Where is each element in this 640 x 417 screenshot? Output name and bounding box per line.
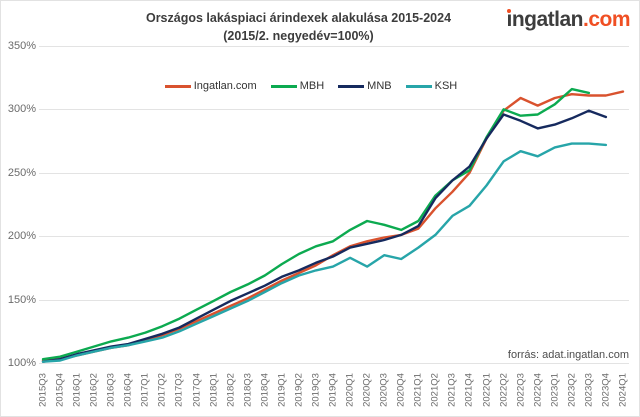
legend-item-mnb: MNB xyxy=(338,80,392,92)
ingatlan-logo: ı ngatlan.com xyxy=(506,8,630,32)
chart-subtitle: (2015/2. negyedév=100%) xyxy=(223,28,374,43)
legend-label-mbh: MBH xyxy=(299,80,325,92)
y-axis-label-350: 350% xyxy=(7,40,36,52)
series-line-mbh xyxy=(41,87,591,361)
logo-text-com: .com xyxy=(582,8,631,31)
chart-legend: Ingatlan.com MBH MNB KSH xyxy=(1,80,621,92)
chart-title-block: Országos lakáspiaci árindexek alakulása … xyxy=(56,10,541,44)
gridline-100 xyxy=(39,363,629,364)
gridline-350 xyxy=(39,46,629,47)
series-line-ingatlan-com xyxy=(41,90,625,362)
y-axis-label-150: 150% xyxy=(7,293,36,306)
legend-label-mnb: MNB xyxy=(367,80,392,92)
legend-swatch-ksh xyxy=(405,84,432,88)
legend-item-ksh: KSH xyxy=(405,80,458,92)
y-axis-label-250: 250% xyxy=(7,166,36,179)
y-axis-label-200: 200% xyxy=(7,230,36,243)
gridline-150 xyxy=(39,299,629,301)
gridline-200 xyxy=(39,236,629,238)
logo-i-dot xyxy=(507,9,512,13)
chart-title: Országos lakáspiaci árindexek alakulása … xyxy=(145,11,452,25)
series-line-mnb xyxy=(41,109,608,363)
legend-item-mbh: MBH xyxy=(270,80,325,92)
series-line-ksh xyxy=(41,142,608,363)
gridline-250 xyxy=(39,172,629,174)
y-axis-label-300: 300% xyxy=(7,103,36,116)
gridline-300 xyxy=(39,109,629,111)
y-axis-label-100: 100% xyxy=(7,357,36,369)
legend-swatch-ingatlan-com xyxy=(164,84,191,88)
source-note: forrás: adat.ingatlan.com xyxy=(507,349,629,361)
legend-label-ksh: KSH xyxy=(434,80,458,92)
logo-i-letter: ı xyxy=(506,8,512,31)
logo-text-ingatlan: ı ngatlan xyxy=(506,8,583,31)
legend-swatch-mbh xyxy=(270,84,297,88)
legend-item-ingatlan-com: Ingatlan.com xyxy=(164,80,257,92)
legend-label-ingatlan-com: Ingatlan.com xyxy=(193,80,257,92)
legend-swatch-mnb xyxy=(338,84,365,88)
